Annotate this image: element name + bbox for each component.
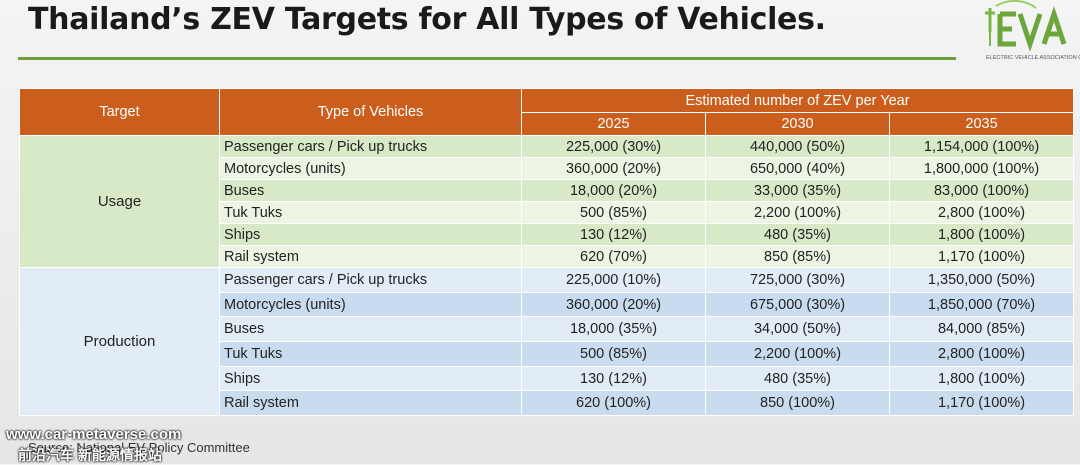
evat-logo-icon <box>985 0 1067 52</box>
value-2035: 83,000 (100%) <box>888 179 1075 202</box>
vehicle-type: Passenger cars / Pick up trucks <box>219 135 522 158</box>
header-target: Target <box>19 88 220 136</box>
vehicle-type: Ships <box>219 223 522 246</box>
value-2030: 850 (100%) <box>705 390 890 417</box>
table-row: Ships 130 (12%) 480 (35%) 1,800 (100%) <box>20 223 1075 246</box>
source-note: Source: National EV Policy Committee <box>28 440 250 455</box>
value-2035: 2,800 (100%) <box>888 201 1075 224</box>
header-type-of-vehicles: Type of Vehicles <box>219 88 522 136</box>
value-2025: 225,000 (10%) <box>521 267 706 293</box>
value-2035: 1,170 (100%) <box>888 390 1075 417</box>
group-label-production: Production <box>19 266 220 417</box>
value-2025: 18,000 (20%) <box>521 179 706 202</box>
value-2030: 850 (85%) <box>705 245 890 268</box>
value-2030: 480 (35%) <box>705 223 890 246</box>
table-row: Rail system 620 (100%) 850 (100%) 1,170 … <box>20 390 1075 417</box>
value-2025: 360,000 (20%) <box>521 291 706 318</box>
value-2035: 1,850,000 (70%) <box>888 291 1075 318</box>
vehicle-type: Passenger cars / Pick up trucks <box>219 267 522 293</box>
watermark-site: www.car-metaverse.com <box>6 426 182 443</box>
vehicle-type: Buses <box>219 179 522 202</box>
value-2025: 130 (12%) <box>521 365 706 392</box>
value-2035: 1,170 (100%) <box>888 245 1075 268</box>
evat-logo: ELECTRIC VEHICLE ASSOCIATION OF THAILAND <box>982 0 1080 66</box>
vehicle-type: Ships <box>219 365 522 392</box>
value-2030: 650,000 (40%) <box>705 157 890 180</box>
value-2035: 1,350,000 (50%) <box>888 267 1075 293</box>
table-row: Ships 130 (12%) 480 (35%) 1,800 (100%) <box>20 365 1075 392</box>
value-2030: 440,000 (50%) <box>705 135 890 158</box>
value-2030: 34,000 (50%) <box>705 316 890 343</box>
vehicle-type: Rail system <box>219 390 522 417</box>
value-2025: 500 (85%) <box>521 341 706 367</box>
header-year-2025: 2025 <box>521 112 706 136</box>
table-row: Tuk Tuks 500 (85%) 2,200 (100%) 2,800 (1… <box>20 201 1075 224</box>
value-2030: 33,000 (35%) <box>705 179 890 202</box>
value-2035: 1,800 (100%) <box>888 365 1075 392</box>
group-label-usage: Usage <box>19 135 220 268</box>
value-2035: 1,154,000 (100%) <box>888 135 1075 158</box>
vehicle-type: Rail system <box>219 245 522 268</box>
header-estimated: Estimated number of ZEV per Year <box>520 88 1075 113</box>
title-divider <box>18 57 956 60</box>
value-2025: 500 (85%) <box>521 201 706 224</box>
vehicle-type: Tuk Tuks <box>219 201 522 224</box>
zev-targets-table: Target Type of Vehicles Estimated number… <box>19 88 1075 417</box>
value-2025: 620 (100%) <box>521 390 706 417</box>
table-row: Production Passenger cars / Pick up truc… <box>19 266 1075 417</box>
value-2035: 2,800 (100%) <box>888 341 1075 367</box>
vehicle-type: Motorcycles (units) <box>219 291 522 318</box>
table-row: Motorcycles (units) 360,000 (20%) 650,00… <box>20 157 1075 180</box>
value-2030: 2,200 (100%) <box>705 201 890 224</box>
vehicle-type: Motorcycles (units) <box>219 157 522 180</box>
value-2025: 130 (12%) <box>521 223 706 246</box>
value-2030: 675,000 (30%) <box>705 291 890 318</box>
value-2035: 84,000 (85%) <box>888 316 1075 343</box>
value-2025: 225,000 (30%) <box>521 135 706 158</box>
table-row: Usage Passenger cars / Pick up trucks 22… <box>19 135 1075 268</box>
watermark-cn: 前沿汽车 新能源情报站 <box>18 447 162 463</box>
table-row: Rail system 620 (70%) 850 (85%) 1,170 (1… <box>20 245 1075 268</box>
header-year-2035: 2035 <box>888 112 1075 136</box>
value-2030: 480 (35%) <box>705 365 890 392</box>
value-2035: 1,800 (100%) <box>888 223 1075 246</box>
logo-caption: ELECTRIC VEHICLE ASSOCIATION OF THAILAND <box>986 55 1080 61</box>
vehicle-type: Tuk Tuks <box>219 341 522 367</box>
vehicle-type: Buses <box>219 316 522 343</box>
value-2030: 2,200 (100%) <box>705 341 890 367</box>
header-year-2030: 2030 <box>705 112 890 136</box>
value-2025: 620 (70%) <box>521 245 706 268</box>
table-row: Buses 18,000 (35%) 34,000 (50%) 84,000 (… <box>20 316 1075 343</box>
value-2025: 18,000 (35%) <box>521 316 706 343</box>
value-2035: 1,800,000 (100%) <box>888 157 1075 180</box>
page-title: Thailand’s ZEV Targets for All Types of … <box>28 2 826 37</box>
value-2030: 725,000 (30%) <box>705 267 890 293</box>
value-2025: 360,000 (20%) <box>521 157 706 180</box>
